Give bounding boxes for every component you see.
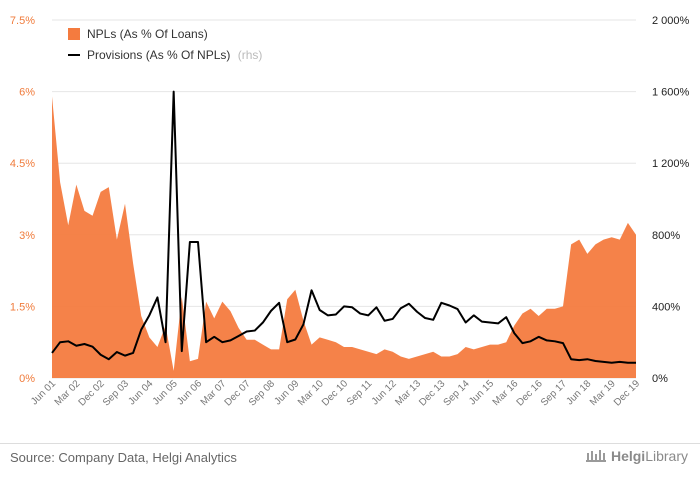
y-left-tick-label: 7.5%: [10, 15, 35, 27]
x-tick-label: Sep 11: [345, 378, 375, 408]
x-tick-label: Jun 05: [151, 378, 180, 407]
y-axis-right: 0% 400% 800% 1 200% 1 600% 2 000%: [652, 15, 690, 385]
legend-label-npl: NPLs (As % Of Loans): [87, 27, 208, 41]
y-right-tick-label: 800%: [652, 230, 680, 242]
legend: NPLs (As % Of Loans) Provisions (As % Of…: [68, 27, 262, 62]
provisions-line-layer: [51, 90, 636, 364]
x-tick-label: Sep 17: [539, 378, 569, 408]
y-left-tick-label: 4.5%: [10, 158, 35, 170]
brand-name: HelgiLibrary: [610, 448, 688, 464]
source-note: Source: Company Data, Helgi Analytics: [10, 450, 237, 465]
y-axis-left: 0% 1.5% 3% 4.5% 6% 7.5%: [10, 15, 35, 385]
y-right-tick-label: 1 600%: [652, 87, 690, 99]
provisions-line: [51, 90, 636, 364]
legend-label-provisions-text: Provisions (As % Of NPLs): [87, 48, 230, 62]
brand-logo: HelgiLibrary: [585, 448, 688, 464]
x-tick-label: Dec 10: [320, 378, 350, 408]
y-left-tick-label: 1.5%: [10, 301, 35, 313]
x-tick-label: Dec 02: [77, 378, 107, 408]
y-right-tick-label: 0%: [652, 373, 668, 385]
y-left-tick-label: 6%: [19, 87, 35, 99]
footer-divider: [0, 443, 700, 444]
x-tick-label: Sep 08: [247, 378, 277, 408]
y-right-tick-label: 1 200%: [652, 158, 690, 170]
legend-swatch-npl: [68, 28, 80, 40]
npl-area: [52, 96, 636, 379]
x-tick-label: Dec 07: [223, 378, 253, 408]
x-tick-label: Dec 19: [612, 378, 642, 408]
library-icon: [585, 450, 606, 462]
y-right-tick-label: 2 000%: [652, 15, 690, 27]
y-left-tick-label: 3%: [19, 230, 35, 242]
x-tick-label: Jun 04: [126, 378, 155, 407]
legend-label-provisions-suffix: (rhs): [238, 48, 263, 62]
x-tick-label: Sep 14: [442, 378, 472, 408]
y-right-tick-label: 400%: [652, 301, 680, 313]
y-left-tick-label: 0%: [19, 373, 35, 385]
x-tick-label: Sep 03: [101, 378, 131, 408]
x-tick-label: Dec 13: [417, 378, 447, 408]
legend-label-provisions: Provisions (As % Of NPLs) (rhs): [87, 48, 262, 62]
chart: 0% 1.5% 3% 4.5% 6% 7.5% 0% 400% 800% 1 200% 1 600…: [10, 15, 690, 409]
npl-area-layer: [52, 96, 636, 379]
x-tick-label: Dec 16: [515, 378, 545, 408]
